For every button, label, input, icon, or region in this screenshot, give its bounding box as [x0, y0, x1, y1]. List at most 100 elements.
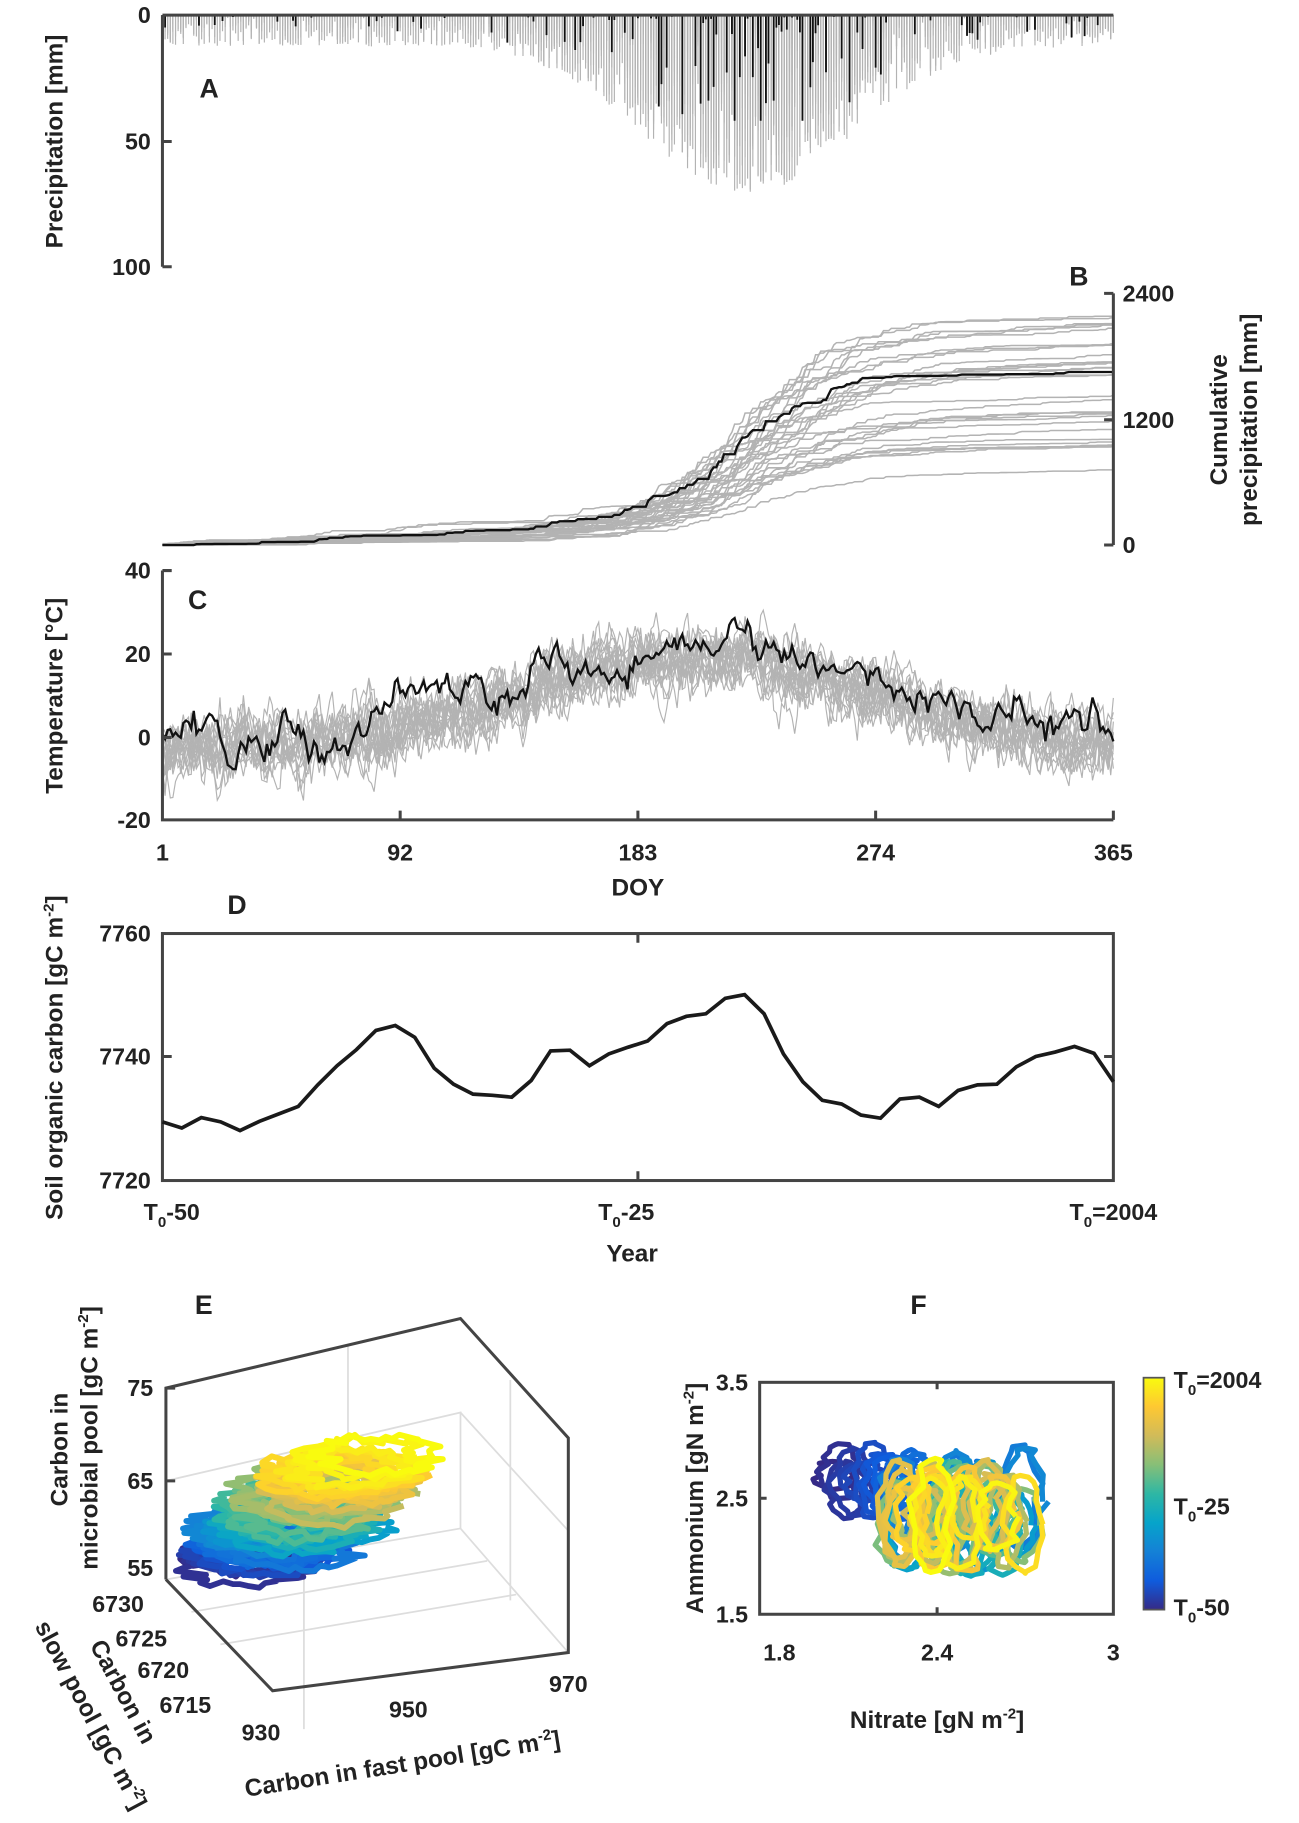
f-ylabel-end: ] [682, 1383, 709, 1391]
a-ytick: 0 [138, 2, 151, 28]
temperature-gray-line [161, 624, 1114, 792]
e-zlabel-sup: -2 [75, 1314, 92, 1327]
e-xlabel-end: ] [550, 1726, 562, 1754]
f-xlabel-text: Nitrate [gN m [850, 1707, 1003, 1734]
d-xtick-sub: 0 [158, 1214, 166, 1231]
cb-rest: -50 [1196, 1594, 1230, 1620]
c-xtick: 365 [1094, 839, 1133, 865]
e-xtick: 930 [242, 1720, 281, 1746]
colorbar-label-bottom: T0-50 [1174, 1594, 1230, 1626]
d-xlabel: Year [606, 1241, 658, 1268]
f-trajectory-loop [907, 1475, 955, 1559]
panel-label-b: B [1069, 261, 1088, 291]
cumulative-gray-line [162, 413, 1114, 546]
f-xlabel-end: ] [1016, 1707, 1024, 1734]
f-ytick: 3.5 [716, 1369, 748, 1395]
e-xlabel-sup: -2 [536, 1726, 552, 1745]
cumulative-gray-line [162, 411, 1114, 546]
e-zlabel-text: microbial pool [gC m [76, 1328, 103, 1570]
f-xtick: 2.4 [921, 1640, 953, 1666]
panel-c [160, 569, 1115, 822]
f-xtick: 1.8 [763, 1640, 795, 1666]
b-ylabel-line2: precipitation [mm] [1236, 314, 1263, 526]
colorbar-label-mid: T0-25 [1174, 1494, 1230, 1526]
cb-sub: 0 [1188, 1508, 1196, 1525]
c-xlabel: DOY [612, 874, 665, 901]
e-ytick: 6720 [138, 1657, 190, 1683]
cumulative-gray-line [162, 411, 1114, 546]
panel-d [160, 932, 1115, 1183]
f-ytick: 2.5 [716, 1485, 748, 1511]
cumulative-gray-line [162, 367, 1114, 546]
d-xtick-sub: 0 [1084, 1214, 1092, 1231]
a-ytick: 50 [125, 129, 151, 155]
temperature-black-line [161, 616, 1115, 771]
panel-a [160, 13, 1114, 269]
d-ticks [162, 933, 1114, 1181]
d-ylabel: Soil organic carbon [gC m-2] [40, 895, 68, 1220]
e-trajectory-loop [285, 1445, 428, 1492]
cumulative-gray-line [162, 322, 1114, 546]
d-ylabel-text: Soil organic carbon [gC m [42, 917, 69, 1220]
precip-gray-year [177, 15, 1112, 179]
e-ytick: 6715 [160, 1692, 212, 1718]
cb-rest: -25 [1196, 1494, 1230, 1520]
precip-gray-year [174, 15, 1078, 181]
c-axes [160, 569, 1115, 822]
e-box-axes [164, 1316, 570, 1693]
panel-label-d: D [227, 890, 246, 920]
d-xtick-base: T [144, 1199, 158, 1225]
cumulative-gray-line [162, 444, 1114, 546]
d-xtick-t0-50: T0-50 [144, 1199, 200, 1231]
cb-sub: 0 [1188, 1382, 1196, 1399]
f-ylabel-text: Ammonium [gN m [682, 1404, 709, 1614]
f-trajectory-loop [960, 1457, 1006, 1542]
e-zlabel-end: ] [76, 1306, 103, 1314]
panel-e [164, 1316, 570, 1730]
cb-base: T [1174, 1594, 1188, 1620]
c-ytick: 40 [125, 558, 151, 584]
cumulative-gray-line [162, 317, 1114, 546]
cumulative-gray-line [162, 445, 1114, 546]
e-ztick: 65 [127, 1468, 153, 1494]
c-xtick: 183 [619, 839, 658, 865]
cumulative-gray-line [162, 444, 1114, 546]
precip-gray-year [164, 15, 1067, 162]
panel-f [758, 1376, 1166, 1616]
c-xtick: 92 [387, 839, 413, 865]
f-ytick: 1.5 [716, 1601, 748, 1627]
d-ytick: 7720 [99, 1168, 151, 1194]
temperature-gray-line [161, 623, 1114, 777]
a-ytick: 100 [112, 254, 151, 280]
e-ztick: 75 [127, 1375, 153, 1401]
d-xtick-base: T [1070, 1199, 1084, 1225]
e-zlabel-line1: Carbon in [46, 1393, 73, 1507]
e-trajectory-loop [305, 1431, 446, 1479]
b-axis [1104, 291, 1115, 547]
e-ztick: 55 [127, 1555, 153, 1581]
cumulative-gray-line [162, 445, 1114, 546]
f-trajectory-loop [905, 1455, 957, 1576]
temperature-gray-line [161, 630, 1114, 775]
d-xtick-t0-2004: T0=2004 [1070, 1199, 1158, 1231]
d-xtick-rest: =2004 [1092, 1199, 1157, 1225]
f-trajectory-loop [934, 1473, 983, 1572]
f-ylabel: Ammonium [gN m-2] [681, 1383, 709, 1614]
cb-sub: 0 [1188, 1609, 1196, 1626]
d-axes-box [160, 932, 1115, 1183]
d-xtick-sub: 0 [612, 1214, 620, 1231]
d-ylabel-sup: -2 [40, 903, 57, 916]
f-trajectory-loop [879, 1465, 928, 1570]
e-xtick: 950 [389, 1696, 428, 1722]
precip-gray-year [190, 15, 1104, 176]
a-ylabel: Precipitation [mm] [42, 35, 69, 249]
d-xtick-t0-25: T0-25 [598, 1199, 654, 1231]
f-ticks [759, 1382, 1114, 1615]
d-xtick-rest: -25 [621, 1199, 655, 1225]
f-xlabel: Nitrate [gN m-2] [850, 1706, 1024, 1734]
d-xtick-base: T [598, 1199, 612, 1225]
panel-label-a: A [200, 73, 219, 103]
cumulative-black-line [162, 370, 1114, 547]
c-ytick: 0 [138, 725, 151, 751]
